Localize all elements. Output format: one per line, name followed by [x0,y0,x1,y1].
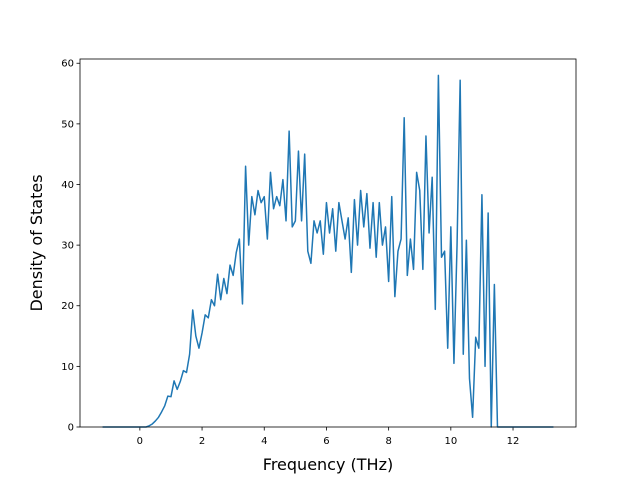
plot-frame [79,58,577,428]
y-tick-label: 10 [61,362,74,373]
y-tick-label: 30 [61,241,74,252]
x-tick-label: 2 [199,436,205,447]
y-axis-label: Density of States [27,174,46,311]
y-tick-label: 40 [61,180,74,191]
y-tick-label: 20 [61,301,74,312]
x-tick-label: 6 [323,436,329,447]
x-tick-label: 0 [137,436,143,447]
x-tick-label: 4 [261,436,267,447]
x-tick-label: 8 [385,436,391,447]
x-tick-label: 10 [444,436,457,447]
y-tick-label: 50 [61,119,74,130]
x-axis-label: Frequency (THz) [263,455,393,474]
dos-line [102,74,554,428]
y-tick-label: 0 [68,423,74,434]
y-tick-label: 60 [61,59,74,70]
x-tick-label: 12 [507,436,520,447]
